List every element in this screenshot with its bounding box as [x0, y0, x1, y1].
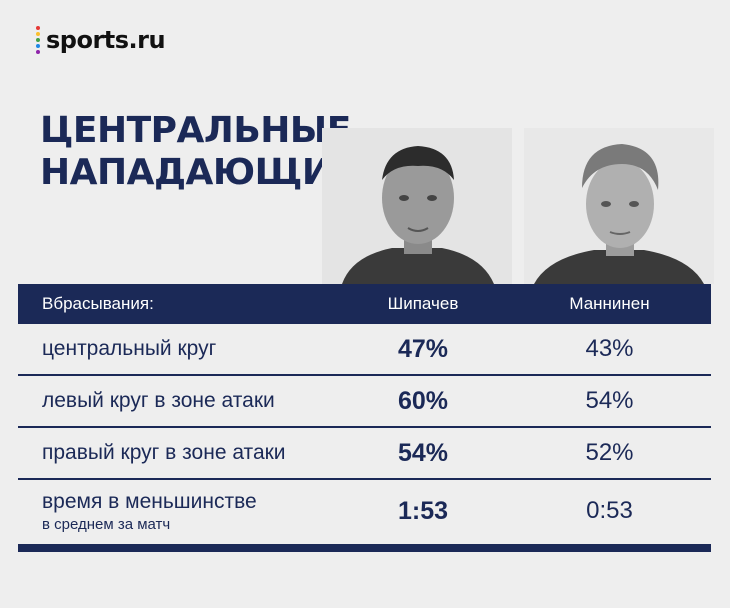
player-2-value: 0:53	[586, 497, 633, 524]
sports-ru-logo: sports.ru	[36, 26, 166, 54]
page-title: ЦЕНТРАЛЬНЫЕ НАПАДАЮЩИЕ	[40, 110, 356, 194]
player-photo-shipachev	[322, 128, 512, 284]
faceoff-stats-table: Вбрасывания: Шипачев Маннинен центральны…	[18, 284, 711, 542]
table-row: правый круг в зоне атаки 54% 52%	[18, 428, 711, 480]
bottom-divider	[18, 544, 711, 552]
header-player-1: Шипачев	[387, 294, 459, 313]
header-label: Вбрасывания:	[42, 294, 154, 313]
player-2-value: 52%	[585, 439, 634, 466]
row-label: левый круг в зоне атаки	[42, 389, 275, 412]
player-1-value: 54%	[397, 438, 449, 467]
table-row: левый круг в зоне атаки 60% 54%	[18, 376, 711, 428]
player-silhouette-icon	[322, 128, 512, 284]
player-2-value: 54%	[585, 387, 634, 414]
table-row: время в меньшинстве в среднем за матч 1:…	[18, 480, 711, 542]
row-label: правый круг в зоне атаки	[42, 441, 286, 464]
player-photo-manninen	[524, 128, 714, 284]
player-silhouette-icon	[524, 128, 714, 284]
logo-text: sports.ru	[46, 26, 166, 54]
row-sublabel: в среднем за матч	[42, 515, 171, 533]
logo-dots-icon	[36, 26, 40, 54]
title-line-1: ЦЕНТРАЛЬНЫЕ	[40, 110, 351, 151]
table-header: Вбрасывания: Шипачев Маннинен	[18, 284, 711, 324]
row-label-group: время в меньшинстве в среднем за матч	[18, 490, 338, 533]
row-label: центральный круг	[42, 337, 217, 360]
row-label: время в меньшинстве	[42, 489, 257, 513]
table-row: центральный круг 47% 43%	[18, 324, 711, 376]
player-1-value: 47%	[397, 334, 449, 363]
player-1-value: 60%	[397, 386, 449, 415]
player-1-value: 1:53	[397, 496, 449, 525]
player-2-value: 43%	[585, 335, 634, 362]
title-line-2: НАПАДАЮЩИЕ	[40, 152, 356, 193]
header-player-2: Маннинен	[569, 294, 650, 313]
